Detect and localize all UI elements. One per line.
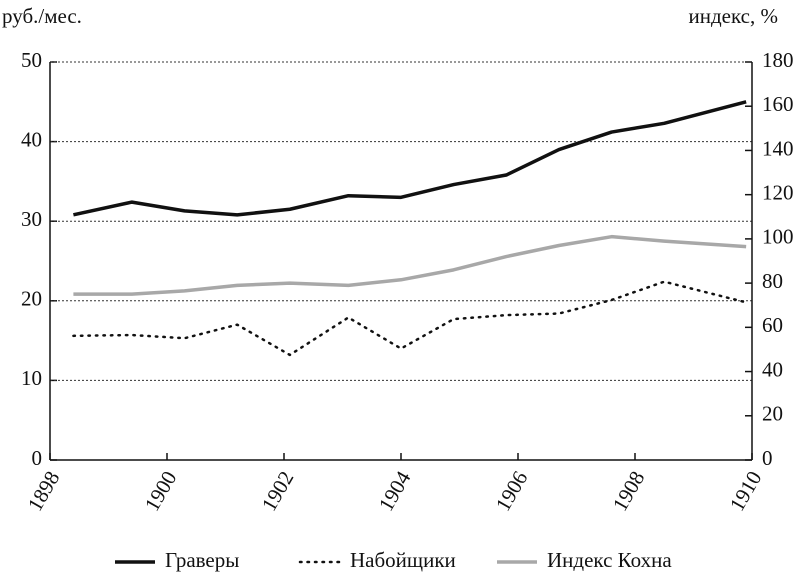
x-tick-label: 1902 <box>257 467 299 515</box>
legend-label: Индекс Кохна <box>547 548 672 572</box>
y2-tick-label: 0 <box>762 446 773 470</box>
y2-tick-label: 60 <box>762 313 783 337</box>
x-tick-label: 1900 <box>140 467 182 515</box>
x-tick-label: 1898 <box>23 467 65 515</box>
y-tick-label: 10 <box>21 366 42 390</box>
y-tick-label: 40 <box>21 127 42 151</box>
x-tick-label: 1904 <box>374 466 416 515</box>
x-tick-label: 1906 <box>491 467 533 515</box>
y2-tick-label: 40 <box>762 357 783 381</box>
x-tick-label: 1908 <box>608 467 650 515</box>
series-line <box>72 280 748 357</box>
x-tick-label: 1910 <box>725 467 767 515</box>
y2-tick-label: 80 <box>762 269 783 293</box>
y2-tick-label: 140 <box>762 136 794 160</box>
y-tick-label: 20 <box>21 287 42 311</box>
series-line <box>73 234 747 296</box>
y2-tick-label: 180 <box>762 48 794 72</box>
y2-tick-label: 20 <box>762 402 783 426</box>
y-tick-label: 0 <box>32 446 43 470</box>
series-line <box>73 100 747 217</box>
y2-tick-label: 160 <box>762 92 794 116</box>
y2-axis-label: индекс, % <box>689 4 778 28</box>
y2-tick-label: 120 <box>762 180 794 204</box>
y2-tick-label: 100 <box>762 225 794 249</box>
legend-label: Граверы <box>165 548 239 572</box>
y-tick-label: 30 <box>21 207 42 231</box>
y-tick-label: 50 <box>21 48 42 72</box>
y-axis-label: руб./мес. <box>2 4 82 28</box>
legend-label: Набойщики <box>350 548 456 572</box>
